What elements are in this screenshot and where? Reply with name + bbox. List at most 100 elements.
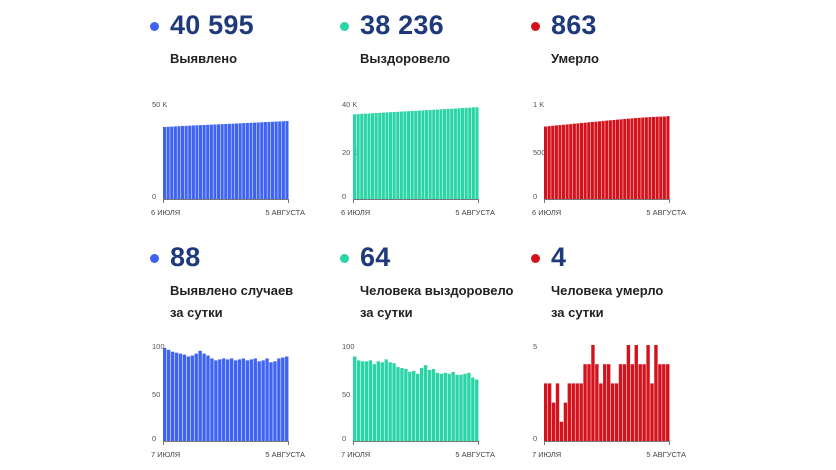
bar [249, 122, 253, 199]
bar [372, 364, 377, 441]
blue-dot-icon [150, 254, 159, 263]
bar [182, 354, 187, 441]
x-tick-label: 6 ИЮЛЯ [532, 208, 561, 217]
bar [174, 352, 179, 441]
bar [381, 112, 385, 199]
bar [579, 383, 583, 441]
bar [634, 345, 638, 441]
bar [580, 122, 584, 199]
bar [360, 113, 364, 199]
x-tick-label: 6 ИЮЛЯ [341, 208, 370, 217]
y-tick-label: 0 [533, 434, 537, 443]
bar [638, 364, 642, 441]
bar [184, 125, 188, 199]
bar [431, 369, 436, 441]
bar [378, 112, 382, 199]
bar [237, 359, 242, 441]
bar [414, 110, 418, 199]
bar [353, 356, 357, 441]
bar [404, 369, 408, 441]
y-tick-label: 50 [342, 390, 350, 399]
bar [281, 121, 285, 199]
green-dot-icon [340, 254, 349, 263]
bar [380, 362, 384, 441]
bar [464, 107, 468, 199]
red-dot-icon [531, 254, 540, 263]
bar [572, 123, 576, 199]
stat-label: Выздоровело [360, 48, 540, 70]
bar [463, 373, 467, 441]
bar [277, 358, 281, 441]
bar [195, 125, 199, 199]
bar [173, 126, 177, 199]
bar [400, 368, 404, 441]
y-tick-label: 50 [152, 390, 160, 399]
y-tick-label: 0 [342, 434, 346, 443]
y-tick-label: 40 K [342, 100, 357, 109]
bar [218, 359, 222, 441]
bar [170, 351, 175, 441]
bar [435, 109, 439, 199]
stat-label: Выявлено случаев за сутки [170, 280, 350, 324]
bar [364, 361, 369, 441]
x-tick-label: 5 АВГУСТА [265, 208, 305, 217]
x-tick-label: 5 АВГУСТА [455, 208, 495, 217]
bar [614, 383, 619, 441]
stat-label-line: за сутки [170, 305, 223, 320]
bar [637, 117, 641, 199]
bar [231, 123, 235, 199]
bar [630, 364, 635, 441]
stat-value: 38 236 [360, 10, 444, 40]
bar [209, 124, 213, 199]
bar [447, 373, 451, 441]
blue-dot-icon [150, 22, 159, 31]
bar [565, 124, 569, 199]
bar [166, 349, 171, 441]
bar [662, 116, 666, 199]
bar [163, 347, 167, 441]
bar [245, 122, 249, 199]
bar [443, 109, 447, 199]
chart-recovered-total: 0 20 K 40 K 6 ИЮЛЯ 5 АВГУСТА [341, 100, 495, 217]
bar [467, 372, 471, 441]
bar [368, 360, 373, 441]
x-tick-label: 5 АВГУСТА [646, 450, 686, 459]
bar [554, 125, 558, 199]
bar [177, 126, 181, 199]
bar [619, 119, 623, 199]
bar [356, 114, 360, 199]
bar [274, 121, 278, 199]
bar [388, 362, 392, 441]
y-tick-label: 0 [152, 434, 156, 443]
bar [658, 364, 662, 441]
bar [544, 126, 548, 199]
bar [662, 364, 666, 441]
y-tick-label: 100 [152, 342, 165, 351]
stat-label: Умерло [551, 48, 731, 70]
x-tick-label: 7 ИЮЛЯ [151, 450, 180, 459]
bar [471, 107, 475, 199]
bar [360, 361, 365, 441]
bar [396, 367, 400, 441]
bar [416, 373, 420, 441]
bar [371, 113, 375, 199]
y-tick-label: 0 [533, 192, 537, 201]
bar [461, 108, 465, 199]
bar [392, 112, 396, 199]
y-tick-label: 50 K [152, 100, 167, 109]
x-tick-label: 7 ИЮЛЯ [341, 450, 370, 459]
red-dot-icon [531, 22, 540, 31]
x-tick-label: 5 АВГУСТА [455, 450, 495, 459]
bar [229, 358, 234, 441]
bar [569, 124, 573, 199]
x-tick-label: 7 ИЮЛЯ [532, 450, 561, 459]
bar [575, 383, 579, 441]
bar [644, 117, 648, 199]
bar [610, 383, 615, 441]
bar [242, 123, 246, 199]
bar [603, 364, 607, 441]
bar [547, 383, 552, 441]
bar [194, 353, 198, 441]
bar [285, 121, 289, 199]
bar [563, 402, 568, 441]
